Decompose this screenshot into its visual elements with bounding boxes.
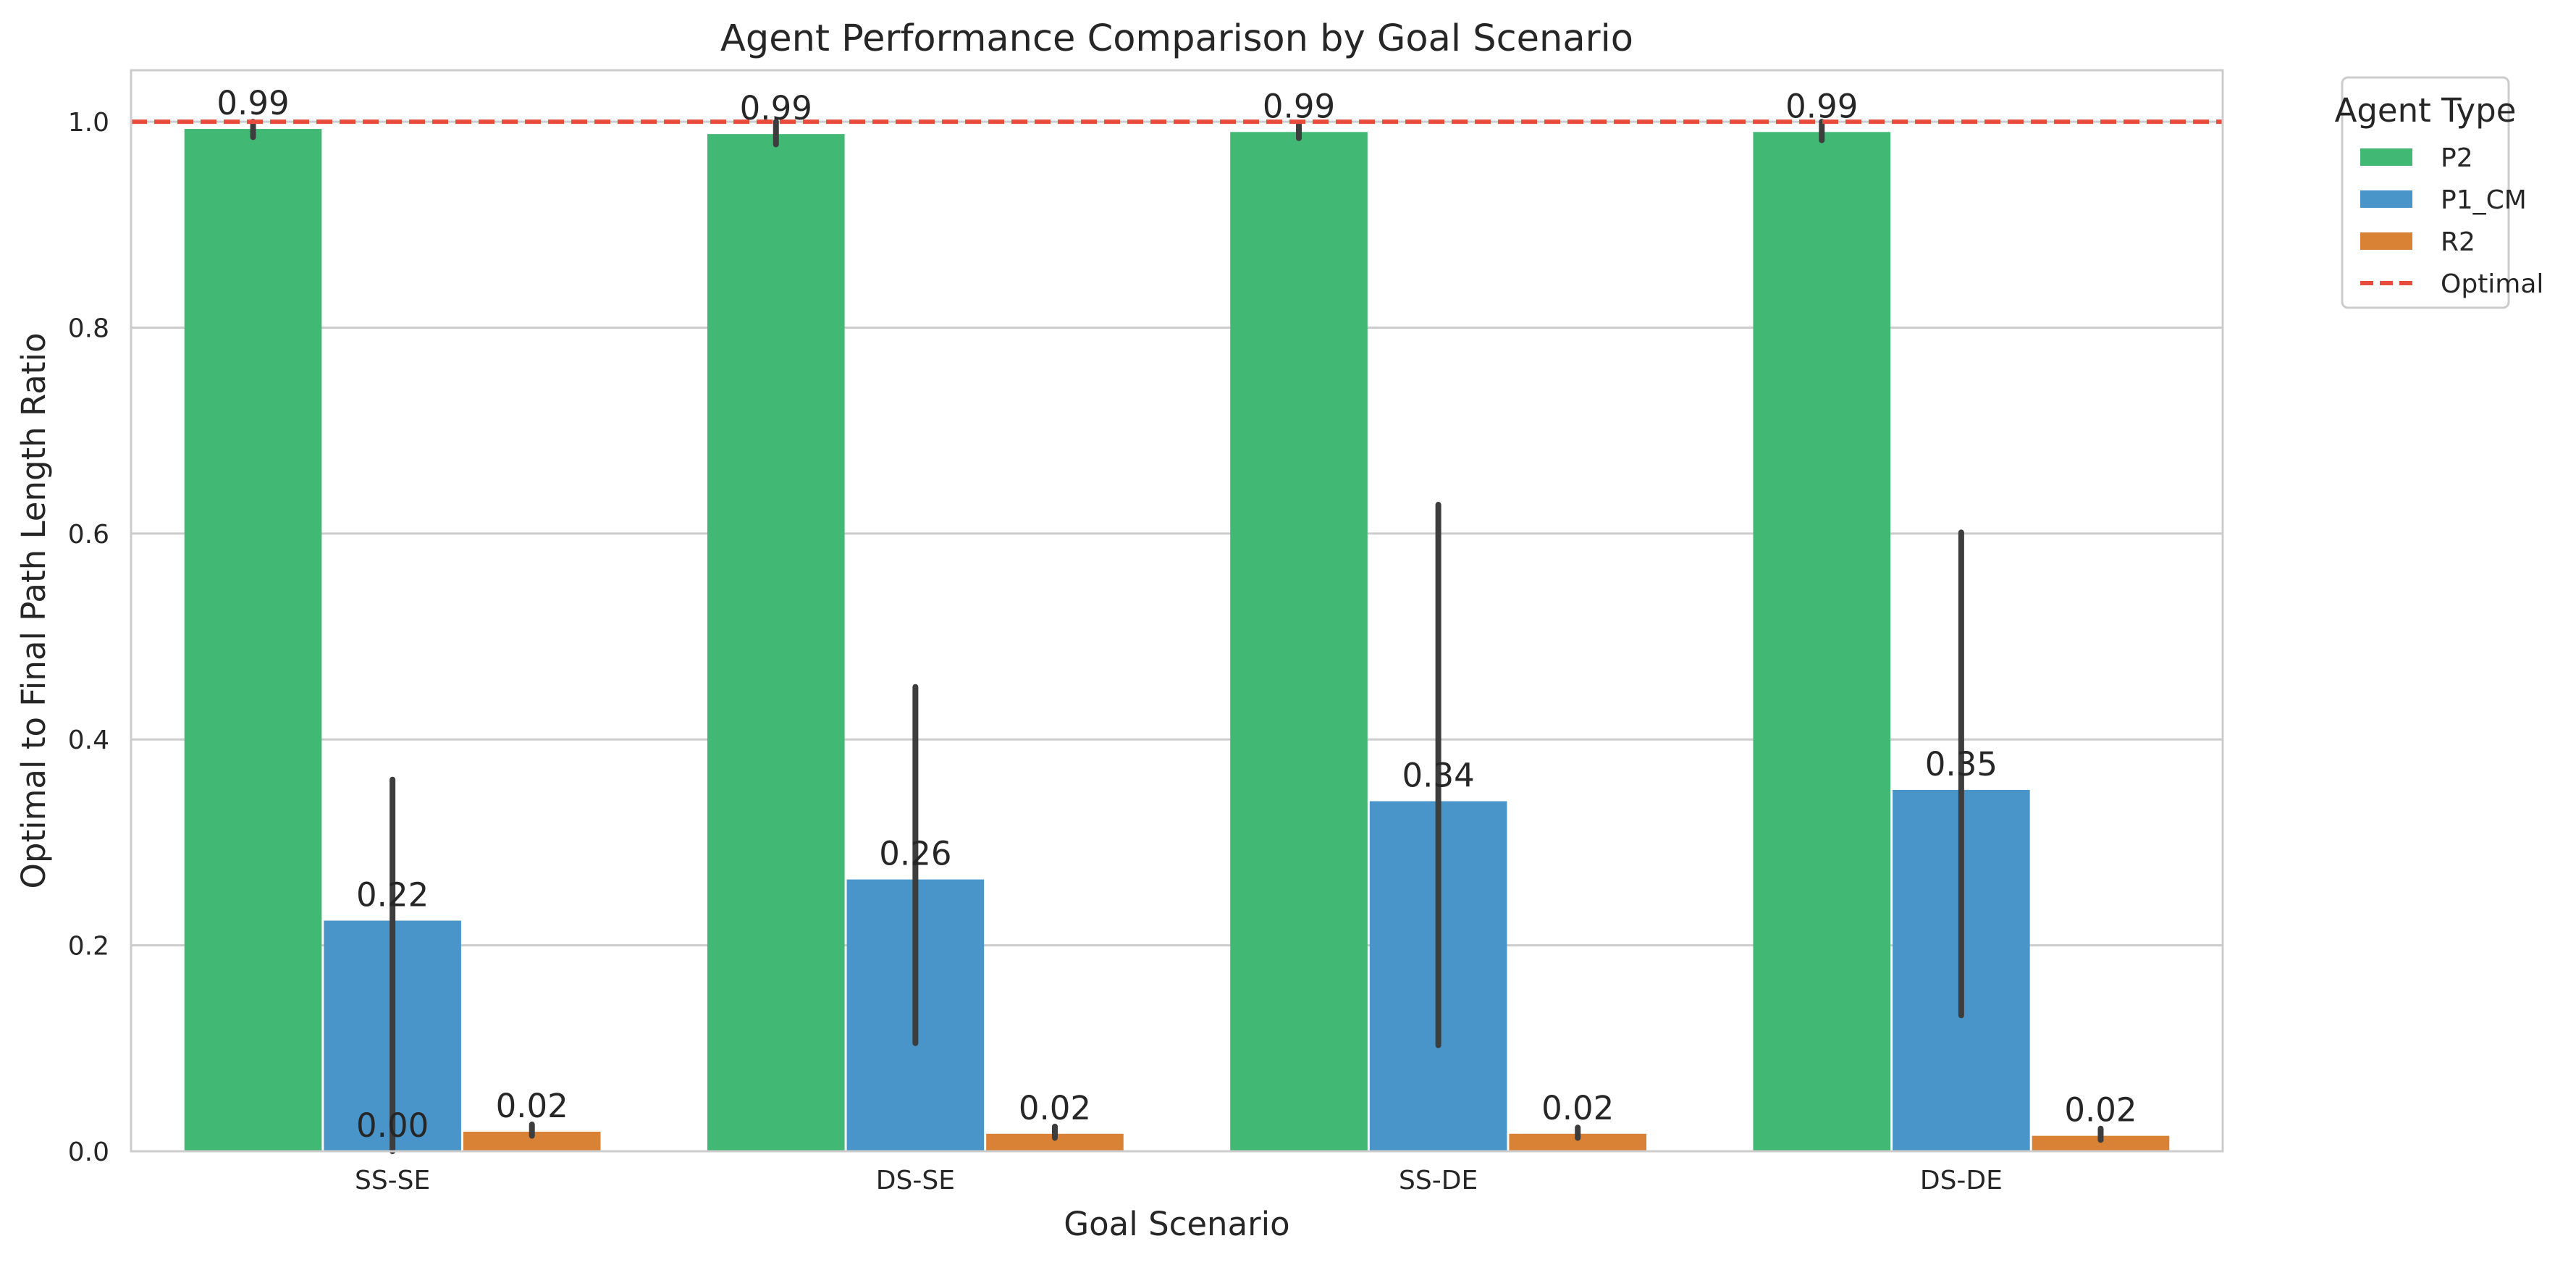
x-tick-label: SS-DE <box>1399 1166 1478 1195</box>
legend-label: P1_CM <box>2441 185 2527 215</box>
x-axis-label: Goal Scenario <box>1064 1205 1289 1243</box>
legend-label: R2 <box>2441 227 2475 257</box>
legend-swatch <box>2360 190 2412 208</box>
bar <box>707 134 845 1152</box>
legend-items: P2 P1_CM R2 Optimal <box>2360 143 2543 299</box>
bar-value-label: 0.99 <box>216 84 289 122</box>
bar-value-label: 0.26 <box>879 835 951 873</box>
y-tick-label: 0.2 <box>68 932 109 962</box>
x-tick-label: DS-SE <box>876 1166 955 1195</box>
bar <box>1230 132 1368 1151</box>
x-tick-labels: SS-SE DS-SE SS-DE DS-DE <box>355 1166 2003 1195</box>
chart-title: Agent Performance Comparison by Goal Sce… <box>720 17 1633 60</box>
y-tick-label: 0.4 <box>68 726 109 755</box>
bar <box>1753 132 1891 1151</box>
bar-value-label: 0.02 <box>1541 1089 1614 1127</box>
x-tick-label: DS-DE <box>1920 1166 2003 1195</box>
bar-value-label: 0.00 <box>356 1106 429 1145</box>
bar-value-label: 0.35 <box>1925 745 1998 783</box>
y-axis-label: Optimal to Final Path Length Ratio <box>14 332 53 888</box>
y-tick-label: 0.6 <box>68 520 109 550</box>
legend-label: P2 <box>2441 143 2473 173</box>
bar-value-label: 0.02 <box>496 1087 568 1125</box>
legend-swatch <box>2360 232 2412 250</box>
bar-value-label: 0.99 <box>1263 87 1335 125</box>
bar-value-label: 0.02 <box>2064 1091 2137 1130</box>
x-tick-label: SS-SE <box>355 1166 430 1195</box>
legend: Agent Type P2 P1_CM R2 Optimal <box>2335 76 2543 309</box>
bar <box>2032 1135 2170 1151</box>
legend-label: Optimal <box>2441 269 2543 299</box>
bar-value-label: 0.99 <box>740 89 812 127</box>
error-bars <box>250 119 2104 1154</box>
bar-value-label: 0.99 <box>1785 87 1858 125</box>
plot-frame <box>130 69 2224 1153</box>
y-tick-label: 1.0 <box>68 108 109 138</box>
bar-value-label: 0.34 <box>1402 757 1475 795</box>
legend-title: Agent Type <box>2335 91 2517 130</box>
legend-box <box>2341 76 2510 309</box>
bar-value-label: 0.22 <box>356 875 429 914</box>
y-tick-label: 0.8 <box>68 314 109 343</box>
y-tick-labels: 0.0 0.2 0.4 0.6 0.8 1.0 <box>68 108 109 1167</box>
bar-value-labels: 0.99 0.22 0.00 0.02 0.99 0.26 0.02 0.99 0.34 0.02… <box>216 84 2137 1145</box>
y-tick-label: 0.0 <box>68 1137 109 1167</box>
bar <box>184 129 322 1151</box>
legend-swatch <box>2360 148 2412 166</box>
bar-value-label: 0.02 <box>1019 1089 1091 1127</box>
